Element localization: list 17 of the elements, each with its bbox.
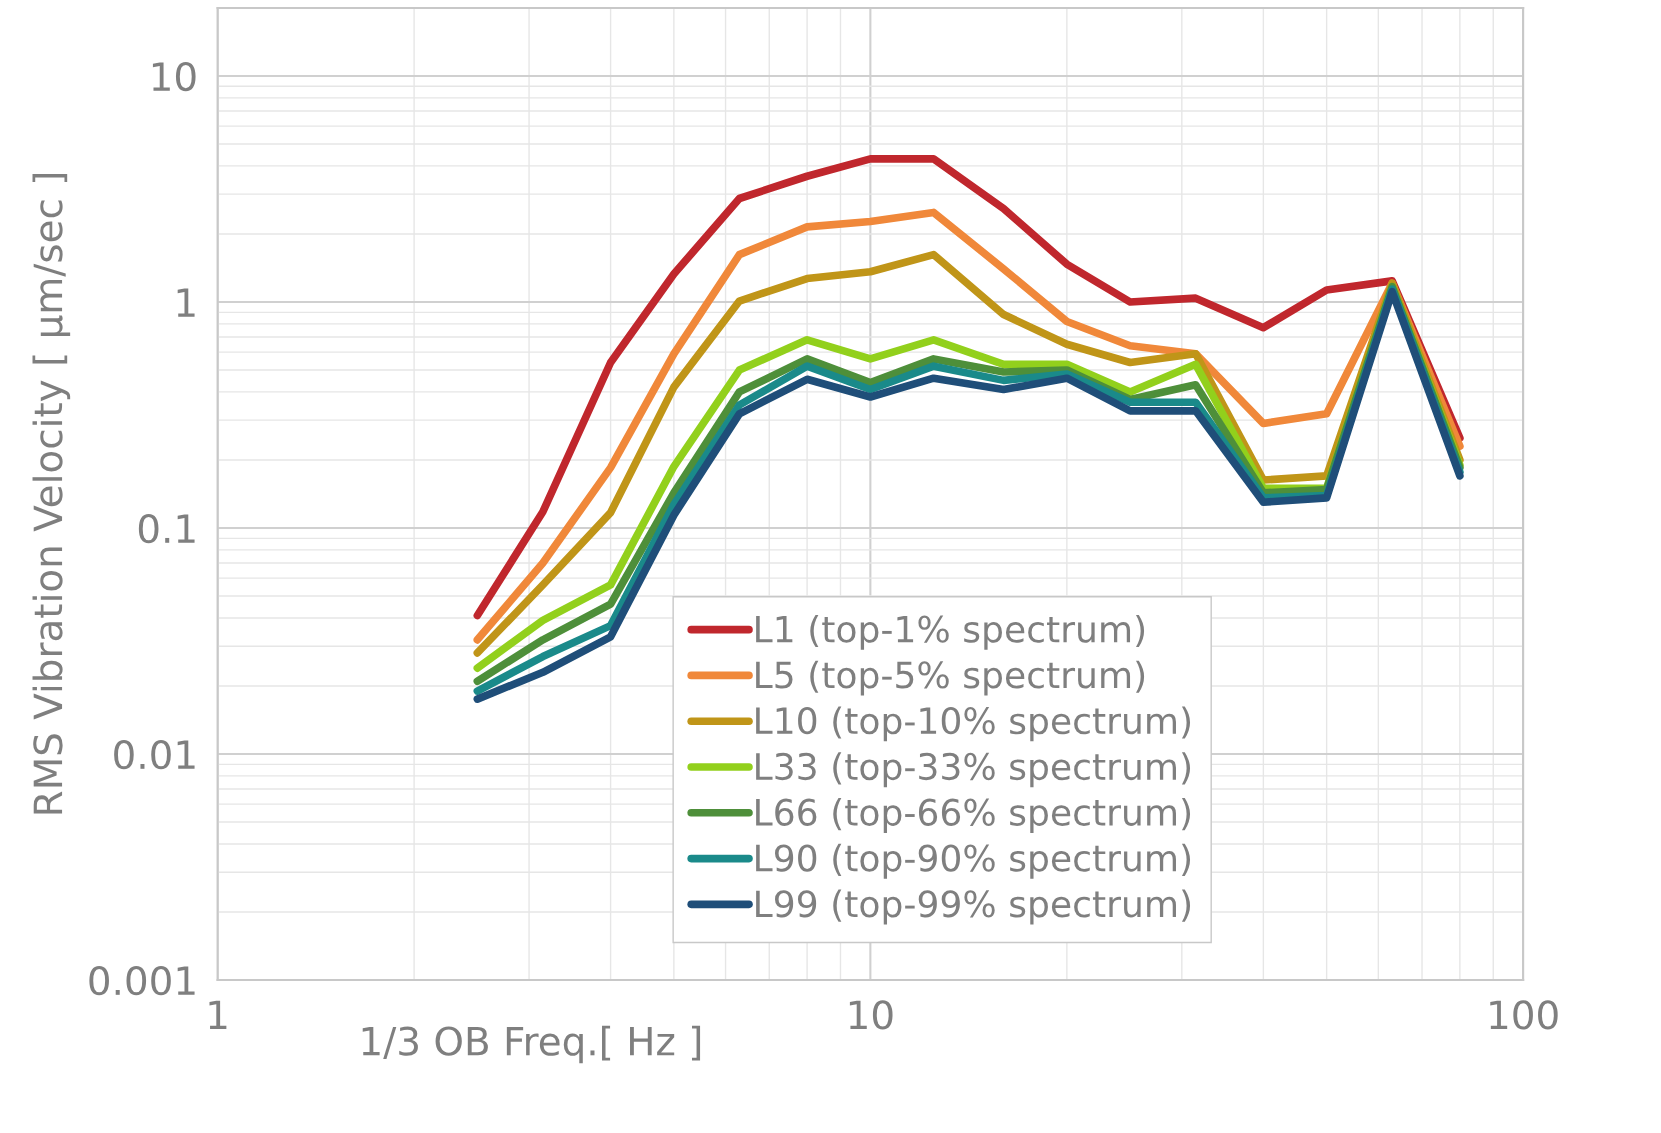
y-tick-label: 0.001 [89,965,195,996]
legend-label: L33 (top-33% spectrum) [756,752,1191,788]
y-tick-label: 0.01 [114,739,195,770]
y-axis-title: RMS Vibration Velocity [ µm/sec ] [32,173,71,814]
legend-label: L66 (top-66% spectrum) [756,798,1191,833]
legend-label: L10 (top-10% spectrum) [756,706,1191,742]
y-tick-label: 1 [177,288,195,317]
x-axis-title: 1/3 OB Freq.[ Hz ] [362,1025,701,1064]
legend-label: L1 (top-1% spectrum) [756,614,1145,650]
legend-label: L99 (top-99% spectrum) [756,889,1191,925]
x-tick-label: 10 [849,1000,893,1030]
x-tick-label: 1 [209,1000,227,1030]
legend-label: L5 (top-5% spectrum) [756,660,1145,696]
x-tick-label: 100 [1490,1000,1558,1030]
legend-label: L90 (top-90% spectrum) [756,843,1191,879]
y-tick-label: 10 [152,61,196,92]
y-tick-label: 0.1 [138,513,195,544]
